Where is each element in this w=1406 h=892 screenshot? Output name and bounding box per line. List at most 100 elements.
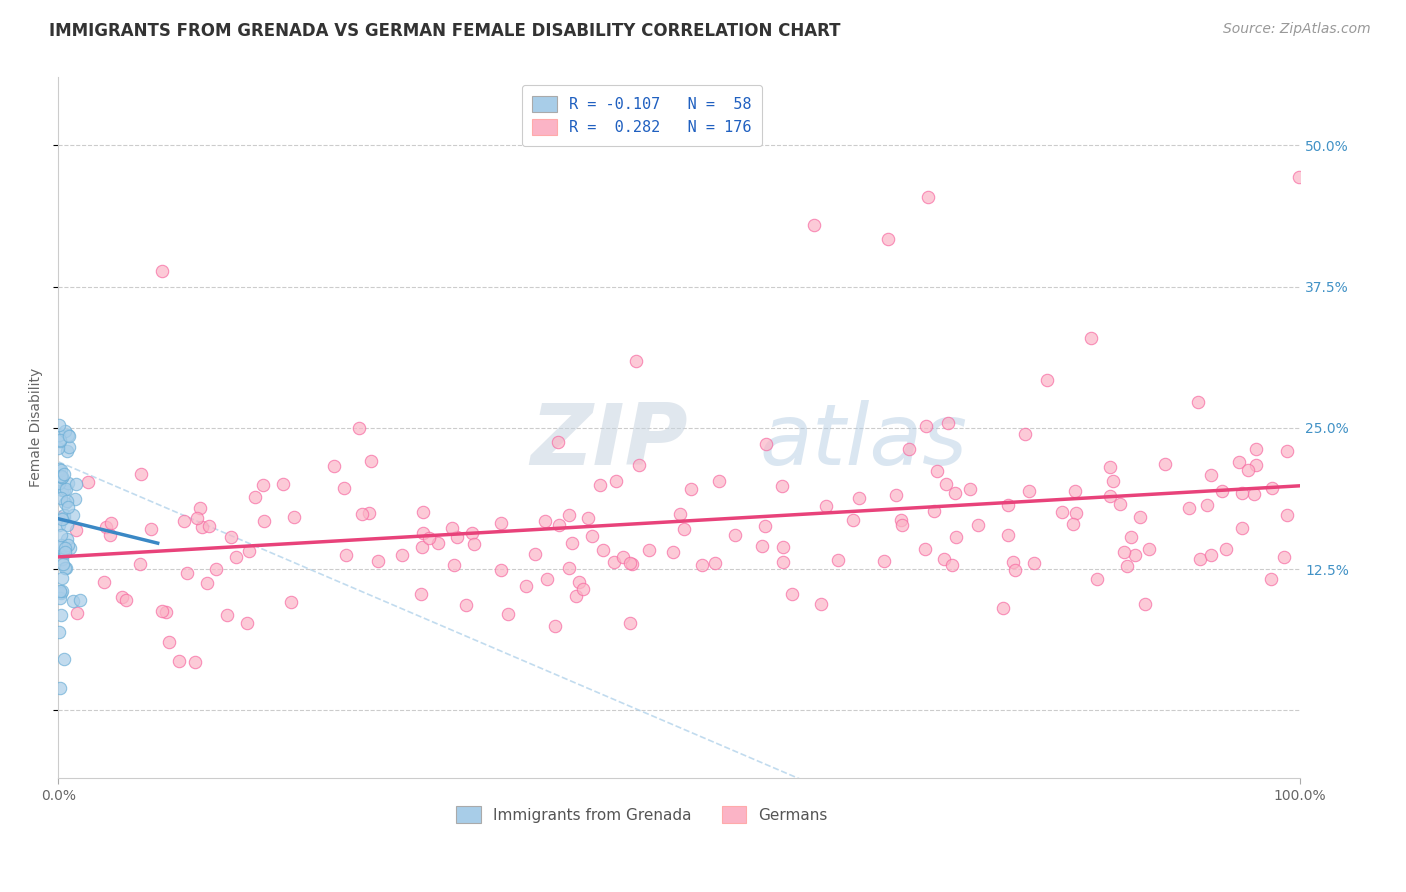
Point (195, 575, 218, 590)
Point (443, 558, 465, 572)
Point (65, 477, 87, 491)
Point (55, 424, 77, 438)
Point (335, 548, 357, 562)
Point (63, 492, 86, 507)
Legend: Immigrants from Grenada, Germans: Immigrants from Grenada, Germans (446, 796, 838, 834)
Point (1244, 442, 1267, 457)
Point (1098, 489, 1121, 503)
Point (53, 541, 76, 556)
Point (1085, 572, 1108, 586)
Point (56, 443, 79, 458)
Point (49, 539, 72, 553)
Point (446, 529, 468, 543)
Point (94, 520, 117, 534)
Text: IMMIGRANTS FROM GRENADA VS GERMAN FEMALE DISABILITY CORRELATION CHART: IMMIGRANTS FROM GRENADA VS GERMAN FEMALE… (49, 22, 841, 40)
Point (770, 478, 793, 492)
Point (1080, 331, 1102, 345)
Point (690, 558, 713, 572)
Point (225, 550, 247, 565)
Point (53, 508, 76, 523)
Point (803, 218, 825, 232)
Point (884, 488, 907, 502)
Point (111, 590, 134, 604)
Point (1215, 542, 1237, 557)
Point (51, 551, 73, 566)
Point (1199, 467, 1222, 482)
Point (412, 505, 434, 519)
Point (98, 528, 121, 542)
Point (915, 419, 938, 434)
Point (186, 511, 208, 525)
Point (936, 416, 959, 430)
Point (48, 509, 70, 524)
Point (1018, 484, 1040, 499)
Point (1187, 395, 1209, 409)
Point (780, 587, 803, 601)
Point (53, 496, 76, 510)
Point (271, 476, 294, 491)
Point (1246, 458, 1268, 472)
Point (572, 582, 595, 597)
Point (48, 624, 70, 639)
Point (724, 528, 747, 542)
Point (219, 529, 242, 543)
Point (150, 604, 173, 618)
Point (62, 594, 84, 608)
Point (810, 597, 832, 611)
Point (51, 586, 73, 600)
Point (51, 491, 73, 505)
Point (668, 507, 690, 521)
Point (115, 593, 138, 607)
Point (997, 528, 1019, 542)
Point (1050, 506, 1073, 520)
Text: Source: ZipAtlas.com: Source: ZipAtlas.com (1223, 22, 1371, 37)
Point (49, 468, 72, 483)
Point (55, 532, 77, 546)
Point (897, 442, 920, 456)
Point (49, 584, 72, 599)
Point (772, 555, 794, 569)
Point (51, 470, 73, 484)
Point (55, 483, 77, 497)
Point (754, 519, 776, 533)
Point (52, 511, 75, 525)
Point (1101, 474, 1123, 488)
Point (1064, 483, 1087, 498)
Point (176, 566, 198, 580)
Point (367, 554, 389, 568)
Point (48, 462, 70, 476)
Point (704, 556, 727, 570)
Point (1177, 500, 1199, 515)
Point (941, 558, 963, 573)
Point (253, 514, 276, 528)
Point (49, 607, 72, 622)
Point (77, 475, 100, 490)
Point (100, 516, 122, 530)
Point (69, 593, 91, 607)
Point (1195, 498, 1218, 512)
Point (48, 441, 70, 455)
Point (173, 514, 195, 528)
Point (1260, 481, 1282, 495)
Point (204, 562, 226, 576)
Point (568, 575, 591, 590)
Point (52, 558, 75, 572)
Point (1232, 521, 1254, 535)
Point (59, 541, 82, 555)
Point (592, 542, 614, 557)
Point (48, 681, 70, 695)
Point (1243, 487, 1265, 501)
Point (93, 575, 115, 590)
Point (576, 511, 599, 525)
Point (157, 635, 180, 649)
Point (589, 477, 612, 491)
Point (56, 538, 79, 552)
Point (1004, 563, 1026, 577)
Point (1035, 372, 1057, 386)
Point (1260, 572, 1282, 586)
Point (707, 475, 730, 489)
Point (53, 467, 76, 481)
Point (1116, 558, 1139, 573)
Point (141, 522, 163, 536)
Y-axis label: Female Disability: Female Disability (30, 368, 44, 487)
